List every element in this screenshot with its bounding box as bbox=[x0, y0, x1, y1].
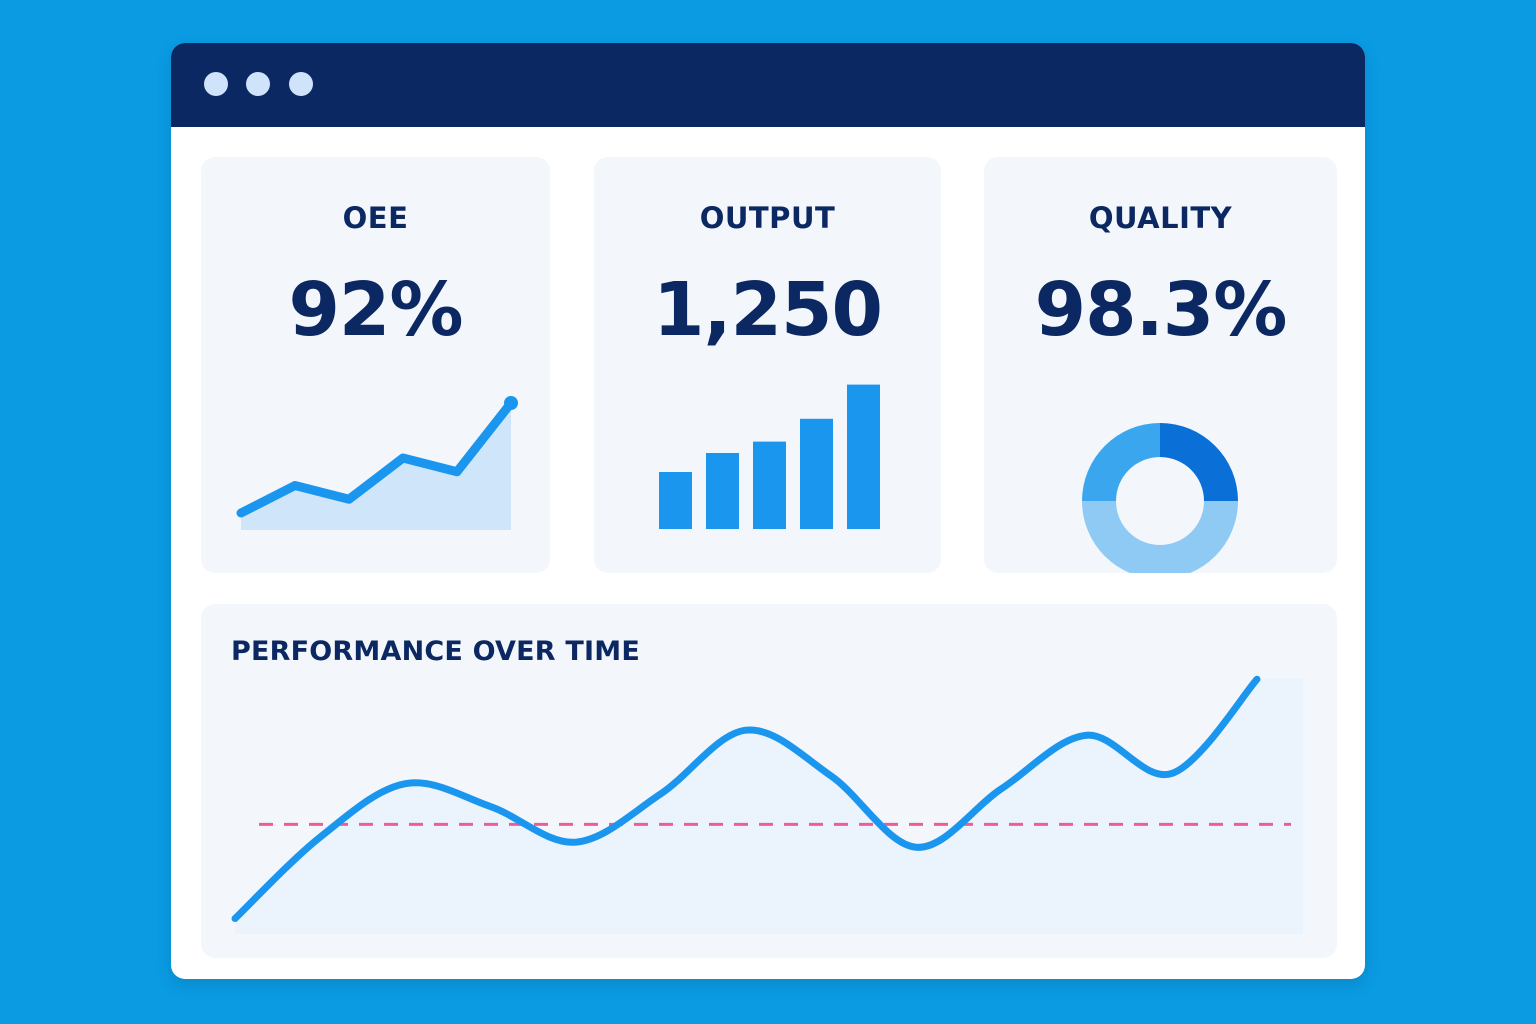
quality-donut-slice bbox=[1160, 423, 1238, 501]
quality-label: QUALITY bbox=[1088, 201, 1233, 235]
performance-area bbox=[235, 679, 1303, 934]
output-bar bbox=[753, 441, 786, 529]
output-bar bbox=[706, 453, 739, 529]
window-titlebar bbox=[171, 43, 1365, 127]
quality-donut-slice bbox=[1082, 423, 1160, 501]
window-control-dot[interactable] bbox=[246, 72, 270, 96]
performance-title: PERFORMANCE OVER TIME bbox=[231, 636, 640, 667]
output-bar bbox=[800, 418, 833, 529]
output-bar bbox=[847, 384, 880, 529]
oee-sparkline-chart bbox=[236, 396, 518, 530]
dashboard-window: OEE 92% OUTPUT 1,250 QUALITY 98.3% PERFO… bbox=[171, 43, 1365, 979]
quality-card[interactable]: QUALITY 98.3% bbox=[984, 157, 1337, 573]
oee-sparkline-endpoint bbox=[504, 396, 518, 410]
output-bar bbox=[659, 472, 692, 529]
output-value: 1,250 bbox=[652, 267, 883, 353]
output-label: OUTPUT bbox=[699, 201, 836, 235]
output-bar-chart bbox=[659, 384, 880, 529]
quality-donut-slice bbox=[1082, 501, 1238, 573]
performance-series-line bbox=[231, 675, 1261, 923]
oee-label: OEE bbox=[342, 201, 409, 235]
quality-donut-chart bbox=[1082, 423, 1238, 573]
quality-value: 98.3% bbox=[1034, 267, 1288, 353]
performance-card[interactable]: PERFORMANCE OVER TIME bbox=[201, 604, 1337, 958]
oee-sparkline-line bbox=[236, 398, 516, 518]
oee-sparkline-area bbox=[241, 403, 511, 530]
output-card[interactable]: OUTPUT 1,250 bbox=[594, 157, 941, 573]
window-control-dot[interactable] bbox=[289, 72, 313, 96]
oee-value: 92% bbox=[288, 267, 463, 353]
performance-line-chart bbox=[231, 675, 1303, 934]
oee-card[interactable]: OEE 92% bbox=[201, 157, 550, 573]
window-control-dot[interactable] bbox=[204, 72, 228, 96]
